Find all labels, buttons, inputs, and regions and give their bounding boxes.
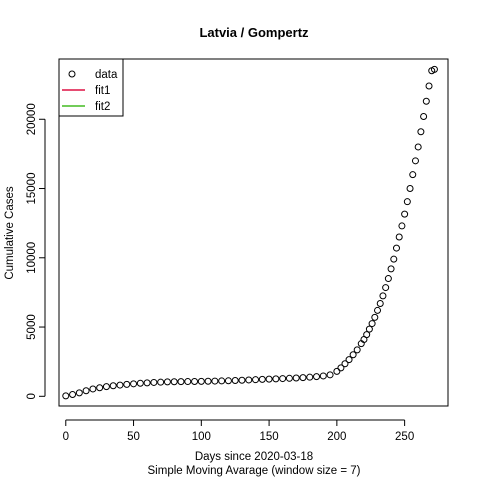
data-point [306,373,314,381]
chart-title: Latvia / Gompertz [199,25,309,40]
data-point [341,360,349,368]
data-point [157,378,165,386]
data-point [363,331,371,339]
data-point [238,376,246,384]
data-point [406,185,414,193]
data-point [374,306,382,314]
data-point [417,128,425,136]
data-point [204,377,212,385]
data-point [395,233,403,241]
data-point [109,382,117,390]
data-point [313,373,321,381]
data-point [401,210,409,218]
data-point [414,143,422,151]
data-point [170,378,178,386]
data-point [299,374,307,382]
data-point [89,385,97,393]
data-point [353,346,361,354]
legend-label-fit2: fit2 [95,101,110,113]
data-point [102,383,110,391]
x-axis-label: Days since 2020-03-18 [195,451,313,463]
data-point [245,376,253,384]
x-tick-label: 250 [395,431,414,443]
data-points [62,65,438,400]
x-axis-sublabel: Simple Moving Avarage (window size = 7) [148,465,361,477]
data-point [211,377,219,385]
legend-box [58,58,124,117]
data-point [319,372,327,380]
data-point [218,377,226,385]
data-point [184,378,192,386]
data-point [197,377,205,385]
data-point [292,374,300,382]
data-point [403,198,411,206]
plot-frame [58,58,449,407]
y-tick-label: 15000 [26,173,38,205]
data-point [191,377,199,385]
data-point [349,351,357,359]
data-point [62,392,70,400]
axes: 0 50 100 150 200 250 0 5000 10000 15000 20000 [26,103,414,443]
data-point [150,378,158,386]
data-point [384,275,392,283]
data-point [265,375,273,383]
data-point [326,371,334,379]
data-point [82,387,90,395]
data-point [177,378,185,386]
data-point [387,265,395,273]
data-point [231,377,239,385]
y-axis-label: Cumulative Cases [4,186,16,280]
x-tick-label: 100 [192,431,211,443]
x-tick-label: 0 [63,431,69,443]
data-point [136,379,144,387]
data-point [371,313,379,321]
x-tick-label: 50 [127,431,140,443]
legend-label-fit1: fit1 [95,85,110,97]
data-point [376,299,384,307]
data-point [96,384,104,392]
x-tick-label: 200 [327,431,346,443]
data-point [365,325,373,333]
data-point [258,375,266,383]
y-tick-label: 20000 [26,103,38,135]
data-point [224,377,232,385]
legend-label-data: data [95,69,118,81]
data-point [123,380,131,388]
data-point [130,380,138,388]
data-point [430,65,438,73]
data-point [390,255,398,263]
data-point [409,171,417,179]
data-point [69,391,77,399]
data-point [143,379,151,387]
data-point [398,222,406,230]
data-point [382,284,390,292]
data-point [285,374,293,382]
y-tick-label: 10000 [26,242,38,274]
legend: data fit1 fit2 [58,58,124,117]
data-point [379,292,387,300]
data-point [252,376,260,384]
data-point [345,356,353,364]
data-point [422,97,430,105]
data-point [333,367,341,375]
data-point [272,375,280,383]
data-point [163,378,171,386]
data-point [425,82,433,90]
x-tick-label: 150 [259,431,278,443]
y-tick-label: 0 [26,393,38,399]
data-point [279,375,287,383]
legend-marker-data [68,70,76,78]
data-point [116,381,124,389]
data-point [411,157,419,165]
data-point [368,320,376,328]
data-point [420,112,428,120]
data-point [392,244,400,252]
data-point [75,389,83,397]
y-tick-label: 5000 [26,314,38,340]
data-point [337,364,345,372]
